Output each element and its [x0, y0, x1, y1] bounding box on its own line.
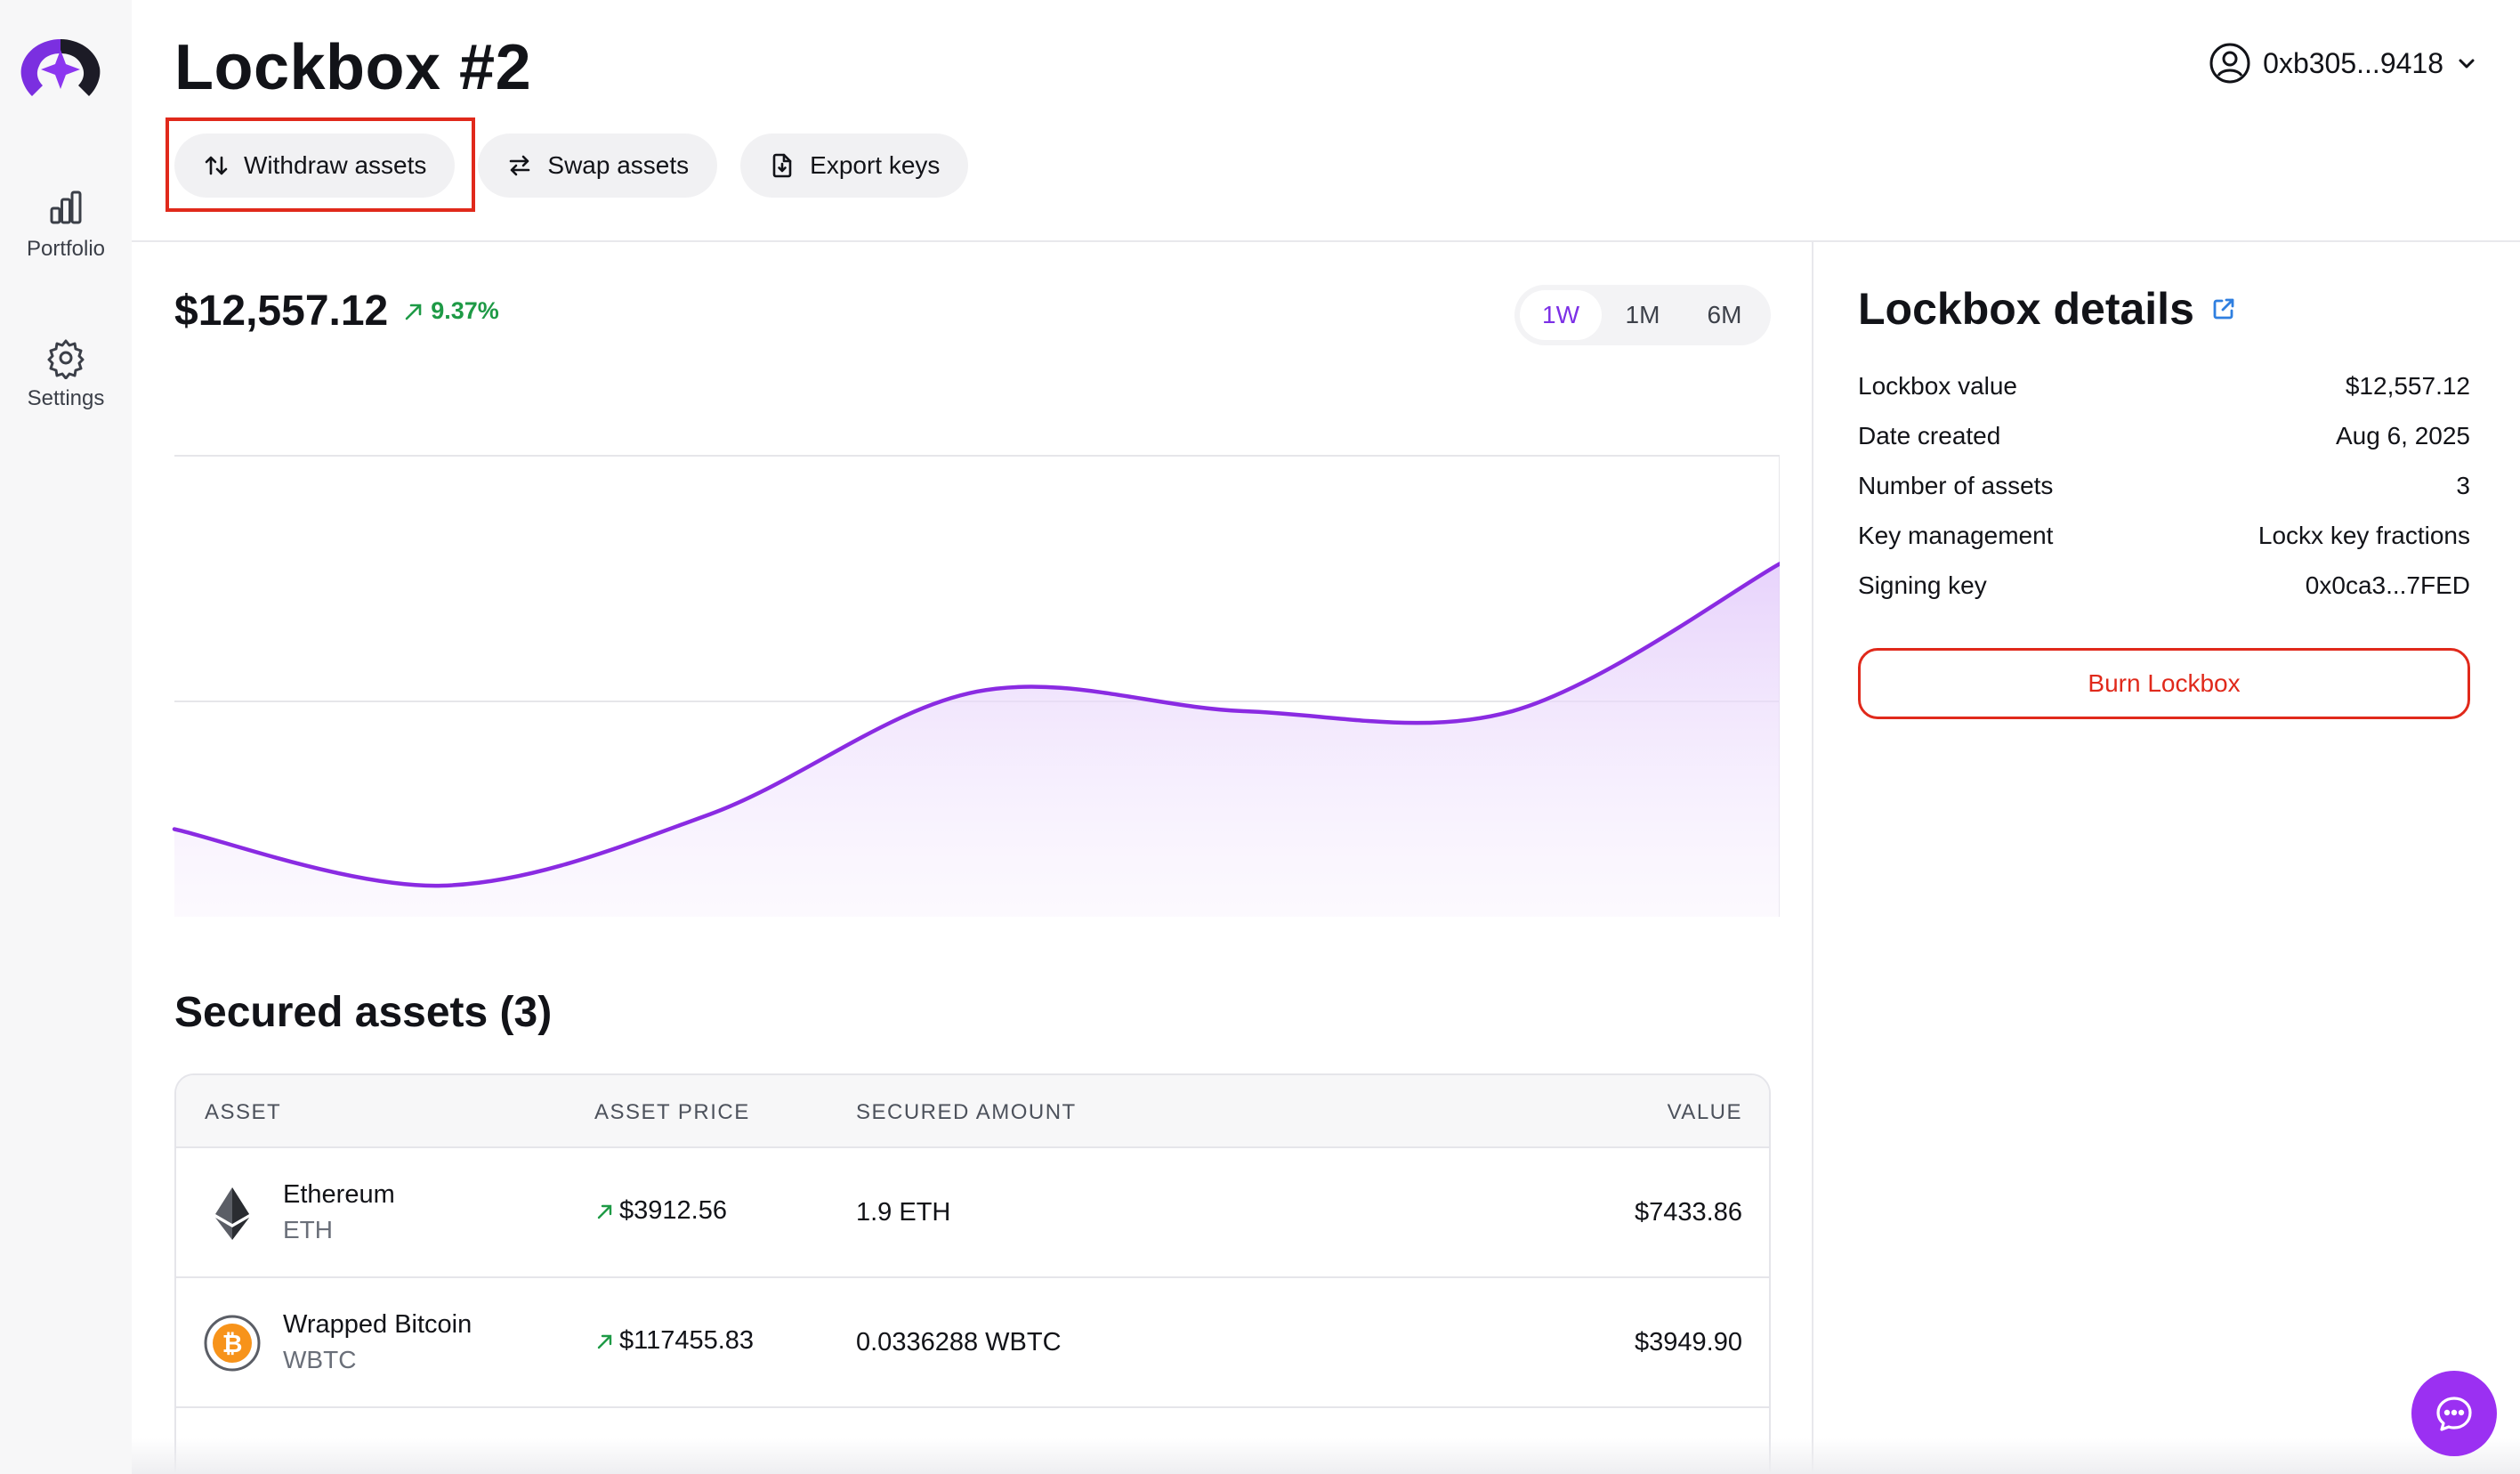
bitcoin-icon: ₿ [204, 1315, 261, 1372]
column-header-asset-price: ASSET PRICE [594, 1100, 750, 1124]
export-keys-label: Export keys [810, 151, 941, 179]
asset-value: $3949.90 [1635, 1328, 1742, 1357]
asset-name: Wrapped Bitcoin [283, 1310, 472, 1339]
asset-price: $117455.83 [594, 1326, 754, 1356]
secured-amount: 1.9 ETH [856, 1198, 951, 1227]
detail-label: Number of assets [1858, 472, 2054, 499]
table-row[interactable]: ₿ Wrapped Bitcoin WBTC $117455.83 0.0336… [176, 1278, 1769, 1408]
detail-value: $12,557.12 [2345, 372, 2470, 400]
chat-support-button[interactable] [2411, 1371, 2497, 1456]
detail-row-number-of-assets: Number of assets 3 [1858, 472, 2470, 500]
asset-symbol: WBTC [283, 1346, 357, 1373]
sidebar-item-label: Portfolio [26, 237, 106, 261]
withdraw-assets-button[interactable]: Withdraw assets [174, 134, 456, 198]
lockbox-total-value: $12,557.12 [174, 288, 389, 335]
burn-lockbox-button[interactable]: Burn Lockbox [1858, 648, 2470, 719]
detail-value: Aug 6, 2025 [2335, 422, 2470, 449]
header-divider [132, 240, 2520, 242]
secured-assets-title: Secured assets (3) [174, 989, 553, 1036]
swap-assets-label: Swap assets [547, 151, 690, 179]
swap-arrows-icon [510, 155, 530, 176]
table-row[interactable]: Ethereum ETH $3912.56 1.9 ETH $7433.86 [176, 1148, 1769, 1278]
export-keys-button[interactable]: Export keys [740, 134, 969, 198]
range-option-6m[interactable]: 6M [1707, 301, 1742, 328]
portfolio-value-row: $12,557.12 9.37% [174, 287, 499, 336]
account-address: 0xb305...9418 [2263, 46, 2443, 79]
arrows-up-down-icon [205, 156, 228, 175]
file-export-icon [772, 153, 792, 178]
trend-up-icon [405, 304, 422, 320]
user-icon [2209, 43, 2250, 84]
panel-divider [1812, 242, 1813, 1474]
trend-up-icon [597, 1334, 612, 1348]
time-range-selector: 1W 1M 6M [1514, 285, 1771, 345]
svg-text:₿: ₿ [222, 1330, 243, 1357]
swap-assets-button[interactable]: Swap assets [478, 134, 718, 198]
asset-name: Ethereum [283, 1180, 395, 1209]
detail-row-lockbox-value: Lockbox value $12,557.12 [1858, 372, 2470, 401]
series-area [174, 563, 1780, 917]
asset-value: $7433.86 [1635, 1198, 1742, 1227]
bar-chart-icon [50, 190, 82, 224]
table-header: ASSET ASSET PRICE SECURED AMOUNT VALUE [176, 1075, 1769, 1148]
ethereum-icon [215, 1187, 249, 1240]
assets-table: ASSET ASSET PRICE SECURED AMOUNT VALUE E… [174, 1073, 1771, 1474]
asset-price-value: $3912.56 [619, 1196, 727, 1225]
page-title: Lockbox #2 [174, 32, 532, 103]
detail-label: Key management [1858, 522, 2054, 549]
account-menu[interactable]: 0xb305...9418 [2208, 41, 2479, 85]
detail-row-key-management: Key management Lockx key fractions [1858, 522, 2470, 550]
sidebar: Portfolio Settings [0, 0, 132, 1474]
detail-value: Lockx key fractions [2258, 522, 2470, 549]
value-change: 9.37% [402, 297, 499, 325]
sidebar-item-label: Settings [27, 386, 105, 410]
selection-highlight [166, 117, 475, 212]
range-option-1m[interactable]: 1M [1625, 301, 1660, 328]
detail-label: Lockbox value [1858, 372, 2018, 400]
scroll-fade [132, 1438, 2520, 1474]
asset-price: $3912.56 [594, 1196, 727, 1226]
secured-amount: 0.0336288 WBTC [856, 1328, 1062, 1357]
lockbox-details-header: Lockbox details [1858, 283, 2237, 335]
withdraw-assets-label: Withdraw assets [244, 151, 427, 179]
chevron-down-icon [2459, 59, 2475, 69]
column-header-value: VALUE [1667, 1100, 1742, 1124]
value-change-percent: 9.37% [431, 297, 499, 324]
trend-up-icon [597, 1204, 612, 1219]
detail-row-signing-key: Signing key 0x0ca3...7FED [1858, 571, 2470, 600]
app-logo[interactable] [16, 34, 105, 105]
range-option-1w[interactable]: 1W [1520, 290, 1602, 340]
series-line [172, 562, 1780, 888]
chat-bubble-icon [2436, 1397, 2472, 1431]
lockbox-details-title: Lockbox details [1858, 284, 2194, 334]
action-toolbar: Withdraw assets Swap assets Export keys [174, 134, 969, 198]
detail-label: Date created [1858, 422, 2001, 449]
gear-icon [47, 339, 85, 379]
asset-price-value: $117455.83 [619, 1326, 755, 1355]
value-chart: $13.0k$12.0k$11.0kAug 2Aug 4Aug 7 [172, 455, 1780, 917]
sidebar-item-settings[interactable]: Settings [0, 336, 132, 411]
detail-row-date-created: Date created Aug 6, 2025 [1858, 422, 2470, 450]
detail-label: Signing key [1858, 571, 1987, 599]
column-header-asset: ASSET [205, 1100, 282, 1124]
detail-value[interactable]: 0x0ca3...7FED [2305, 571, 2470, 599]
external-link-icon[interactable] [2210, 296, 2237, 322]
sidebar-item-portfolio[interactable]: Portfolio [0, 187, 132, 262]
column-header-secured-amount: SECURED AMOUNT [856, 1100, 1077, 1124]
detail-value: 3 [2456, 472, 2470, 499]
asset-symbol: ETH [283, 1216, 333, 1243]
